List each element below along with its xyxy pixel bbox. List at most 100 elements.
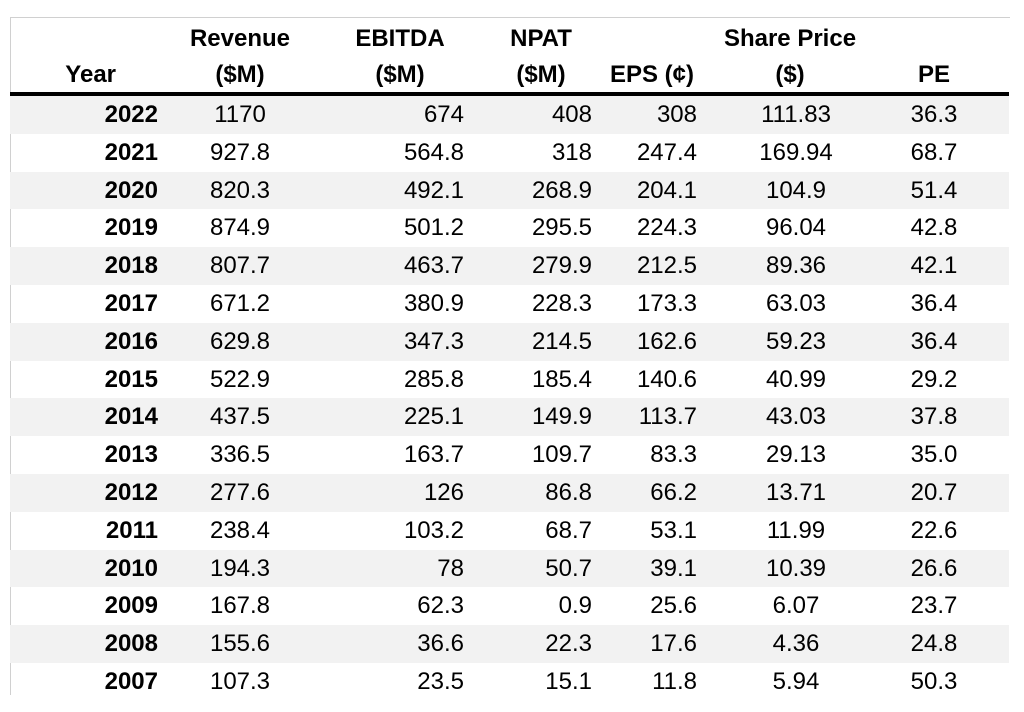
cell-year: 2014 — [104, 403, 158, 431]
cell-eps: 204.1 — [636, 176, 697, 204]
cell-npat: 86.8 — [545, 478, 592, 506]
cell-pe: 23.7 — [910, 592, 958, 620]
cell-year: 2009 — [104, 592, 158, 620]
cell-share-price: 63.03 — [765, 289, 827, 317]
cell-eps: 247.4 — [636, 138, 697, 166]
cell-share-price: 43.03 — [765, 403, 827, 431]
cell-npat: 279.9 — [531, 252, 592, 280]
cell-ebitda: 347.3 — [403, 327, 464, 355]
cell-pe: 42.1 — [910, 252, 958, 280]
cell-share-price: 29.13 — [765, 441, 827, 469]
cell-npat: 185.4 — [531, 365, 592, 393]
cell-year: 2013 — [104, 441, 158, 469]
cell-revenue: 437.5 — [209, 403, 271, 431]
cell-eps: 39.1 — [650, 554, 697, 582]
header-ebitda-line2: ($M) — [375, 61, 425, 88]
cell-pe: 36.4 — [910, 289, 958, 317]
cell-pe: 37.8 — [910, 403, 958, 431]
cell-npat: 22.3 — [545, 630, 592, 658]
cell-eps: 162.6 — [636, 327, 697, 355]
cell-year: 2020 — [104, 176, 158, 204]
cell-npat: 228.3 — [531, 289, 592, 317]
table-row: 2014 437.5 225.1 149.9 113.7 43.03 37.8 — [10, 398, 1009, 437]
cell-ebitda: 225.1 — [403, 403, 464, 431]
cell-revenue: 629.8 — [209, 327, 271, 355]
cell-npat: 318 — [551, 138, 592, 166]
cell-share-price: 40.99 — [765, 365, 827, 393]
cell-ebitda: 463.7 — [403, 252, 464, 280]
cell-ebitda: 380.9 — [403, 289, 464, 317]
cell-eps: 173.3 — [636, 289, 697, 317]
cell-ebitda: 126 — [423, 478, 464, 506]
cell-ebitda: 103.2 — [403, 516, 464, 544]
cell-ebitda: 501.2 — [403, 214, 464, 242]
cell-year: 2010 — [104, 554, 158, 582]
header-share-price-line2: ($) — [775, 61, 805, 88]
cell-eps: 53.1 — [650, 516, 697, 544]
cell-share-price: 5.94 — [772, 667, 820, 695]
cell-share-price: 11.99 — [766, 516, 826, 544]
cell-revenue: 167.8 — [209, 592, 271, 620]
cell-share-price: 96.04 — [765, 214, 827, 242]
cell-share-price: 4.36 — [772, 630, 820, 658]
cell-ebitda: 78 — [437, 554, 464, 582]
cell-year: 2021 — [104, 138, 158, 166]
header-npat-line2: ($M) — [516, 61, 566, 88]
cell-eps: 224.3 — [636, 214, 697, 242]
cell-year: 2022 — [104, 101, 158, 128]
cell-share-price: 13.71 — [765, 478, 827, 506]
cell-npat: 68.7 — [545, 516, 592, 544]
cell-share-price: 6.07 — [772, 592, 820, 620]
cell-year: 2017 — [104, 289, 158, 317]
cell-eps: 113.7 — [638, 403, 697, 431]
table-row: 2019 874.9 501.2 295.5 224.3 96.04 42.8 — [10, 209, 1009, 247]
cell-year: 2011 — [105, 516, 158, 544]
cell-ebitda: 492.1 — [403, 176, 464, 204]
table-row: 2018 807.7 463.7 279.9 212.5 89.36 42.1 — [10, 247, 1009, 285]
cell-year: 2008 — [104, 630, 158, 658]
header-ebitda-line1: EBITDA — [355, 25, 445, 52]
cell-npat: 0.9 — [558, 592, 592, 620]
cell-ebitda: 62.3 — [417, 592, 464, 620]
cell-revenue: 874.9 — [209, 214, 271, 242]
cell-pe: 68.7 — [910, 138, 958, 166]
cell-revenue: 522.9 — [209, 365, 271, 393]
cell-ebitda: 23.5 — [417, 667, 464, 695]
cell-revenue: 107.3 — [209, 667, 271, 695]
cell-year: 2015 — [104, 365, 158, 393]
table-body: 2022 1170 674 408 308 111.83 36.3 2021 927.8 564.… — [10, 96, 1009, 701]
header-revenue-line1: Revenue — [189, 25, 291, 52]
cell-revenue: 927.8 — [209, 138, 271, 166]
cell-ebitda: 674 — [423, 101, 464, 128]
cell-year: 2019 — [104, 214, 158, 242]
cell-pe: 29.2 — [910, 365, 958, 393]
cell-ebitda: 285.8 — [403, 365, 464, 393]
cell-eps: 308 — [656, 101, 697, 128]
cell-share-price: 59.23 — [765, 327, 827, 355]
cell-year: 2012 — [104, 478, 158, 506]
cell-npat: 149.9 — [531, 403, 592, 431]
cell-revenue: 807.7 — [209, 252, 271, 280]
cell-share-price: 104.9 — [765, 176, 827, 204]
cell-npat: 214.5 — [531, 327, 592, 355]
cell-pe: 50.3 — [910, 667, 958, 695]
cell-share-price: 10.39 — [765, 554, 827, 582]
cell-revenue: 194.3 — [209, 554, 271, 582]
header-pe-line2: PE — [917, 61, 950, 88]
table-row: 2013 336.5 163.7 109.7 83.3 29.13 35.0 — [10, 436, 1009, 474]
cell-revenue: 277.6 — [209, 478, 271, 506]
cell-pe: 36.3 — [910, 101, 958, 128]
cell-revenue: 1170 — [214, 101, 266, 128]
table-row: 2012 277.6 126 86.8 66.2 13.71 20.7 — [10, 473, 1009, 512]
cell-revenue: 820.3 — [209, 176, 271, 204]
table-row: 2011 238.4 103.2 68.7 53.1 11.99 22.6 — [10, 512, 1009, 550]
cell-ebitda: 564.8 — [403, 138, 464, 166]
cell-pe: 35.0 — [910, 441, 958, 469]
header-eps-line2: EPS (¢) — [609, 61, 695, 88]
cell-year: 2016 — [104, 327, 158, 355]
cell-npat: 15.1 — [545, 667, 592, 695]
table-row: 2022 1170 674 408 308 111.83 36.3 — [10, 96, 1009, 134]
table-row: 2021 927.8 564.8 318 247.4 169.94 68.7 — [10, 134, 1009, 172]
table-row: 2009 167.8 62.3 0.9 25.6 6.07 23.7 — [10, 587, 1009, 625]
cell-share-price: 169.94 — [759, 138, 833, 166]
